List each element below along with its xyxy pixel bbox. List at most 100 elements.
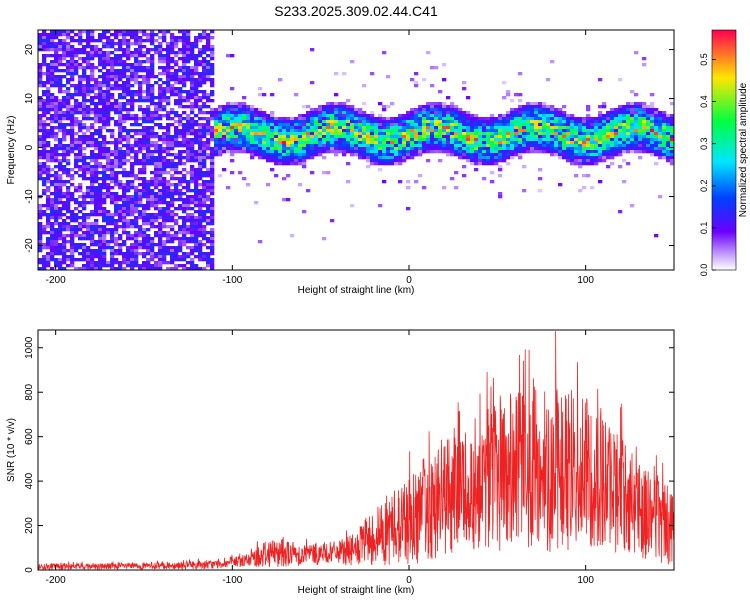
heatmap-cell <box>118 120 123 124</box>
heatmap-cell <box>102 153 107 157</box>
heatmap-cell <box>106 228 111 232</box>
heatmap-cell <box>142 132 147 136</box>
heatmap-cell <box>582 132 587 136</box>
heatmap-cell <box>102 183 107 187</box>
heatmap-cell <box>190 105 195 109</box>
heatmap-cell <box>110 57 115 61</box>
heatmap-cell <box>174 144 179 148</box>
heatmap-cell <box>178 207 183 211</box>
heatmap-cell <box>238 120 243 124</box>
heatmap-cell <box>150 246 155 250</box>
heatmap-cell <box>118 105 123 109</box>
heatmap-cell <box>358 141 363 145</box>
heatmap-cell <box>518 99 523 103</box>
heatmap-cell <box>210 111 215 115</box>
heatmap-cell <box>150 120 155 124</box>
heatmap-cell <box>222 141 227 145</box>
heatmap-cell <box>566 132 571 136</box>
heatmap-cell <box>274 153 279 157</box>
heatmap-cell <box>82 246 87 250</box>
heatmap-cell <box>138 252 143 256</box>
heatmap-cell <box>38 69 43 73</box>
heatmap-cell <box>106 51 111 55</box>
heatmap-cell <box>142 180 147 184</box>
heatmap-cell <box>514 126 519 130</box>
heatmap-cell <box>66 36 71 40</box>
heatmap-cell <box>254 108 259 112</box>
heatmap-cell <box>174 246 179 250</box>
heatmap-cell <box>78 216 83 220</box>
heatmap-cell <box>502 96 507 100</box>
heatmap-cell <box>426 111 431 115</box>
heatmap-cell <box>98 81 103 85</box>
heatmap-cell <box>566 114 571 118</box>
heatmap-cell <box>134 66 139 70</box>
heatmap-cell <box>422 108 427 112</box>
heatmap-cell <box>126 171 131 175</box>
heatmap-cell <box>38 105 43 109</box>
heatmap-cell <box>138 69 143 73</box>
heatmap-cell <box>110 180 115 184</box>
heatmap-cell <box>522 117 527 121</box>
heatmap-cell <box>78 147 83 151</box>
heatmap-cell <box>110 255 115 259</box>
heatmap-cell <box>66 198 71 202</box>
heatmap-cell <box>186 66 191 70</box>
heatmap-cell <box>66 96 71 100</box>
heatmap-cell <box>186 150 191 154</box>
heatmap-cell <box>362 123 367 127</box>
heatmap-cell <box>150 60 155 64</box>
heatmap-cell <box>622 123 627 127</box>
heatmap-cell <box>438 159 443 163</box>
heatmap-cell <box>70 114 75 118</box>
heatmap-cell <box>114 252 119 256</box>
heatmap-cell <box>74 216 79 220</box>
heatmap-cell <box>38 231 43 235</box>
heatmap-cell <box>66 207 71 211</box>
heatmap-cell <box>114 81 119 85</box>
heatmap-cell <box>94 120 99 124</box>
heatmap-cell <box>418 174 423 178</box>
heatmap-cell <box>542 114 547 118</box>
heatmap-cell <box>650 123 655 127</box>
heatmap-cell <box>50 60 55 64</box>
heatmap-cell <box>606 150 611 154</box>
heatmap-cell <box>170 237 175 241</box>
heatmap-cell <box>186 120 191 124</box>
heatmap-cell <box>270 147 275 151</box>
heatmap-cell <box>42 168 47 172</box>
heatmap-cell <box>150 201 155 205</box>
heatmap-cell <box>62 96 67 100</box>
heatmap-cell <box>510 144 515 148</box>
heatmap-cell <box>302 141 307 145</box>
heatmap-cell <box>182 72 187 76</box>
heatmap-cell <box>278 129 283 133</box>
heatmap-cell <box>170 261 175 265</box>
heatmap-cell <box>118 96 123 100</box>
heatmap-cell <box>186 255 191 259</box>
heatmap-cell <box>202 60 207 64</box>
heatmap-cell <box>110 39 115 43</box>
heatmap-cell <box>482 129 487 133</box>
heatmap-cell <box>210 159 215 163</box>
heatmap-cell <box>174 81 179 85</box>
heatmap-cell <box>310 147 315 151</box>
heatmap-cell <box>418 132 423 136</box>
heatmap-cell <box>182 63 187 67</box>
heatmap-cell <box>46 45 51 49</box>
heatmap-cell <box>374 120 379 124</box>
heatmap-cell <box>282 153 287 157</box>
heatmap-cell <box>42 72 47 76</box>
heatmap-cell <box>574 117 579 121</box>
heatmap-cell <box>302 153 307 157</box>
heatmap-cell <box>154 150 159 154</box>
heatmap-cell <box>126 195 131 199</box>
heatmap-cell <box>190 84 195 88</box>
heatmap-cell <box>550 144 555 148</box>
heatmap-cell <box>538 126 543 130</box>
heatmap-cell <box>114 222 119 226</box>
heatmap-cell <box>102 66 107 70</box>
heatmap-cell <box>402 117 407 121</box>
heatmap-cell <box>510 138 515 142</box>
heatmap-cell <box>162 162 167 166</box>
